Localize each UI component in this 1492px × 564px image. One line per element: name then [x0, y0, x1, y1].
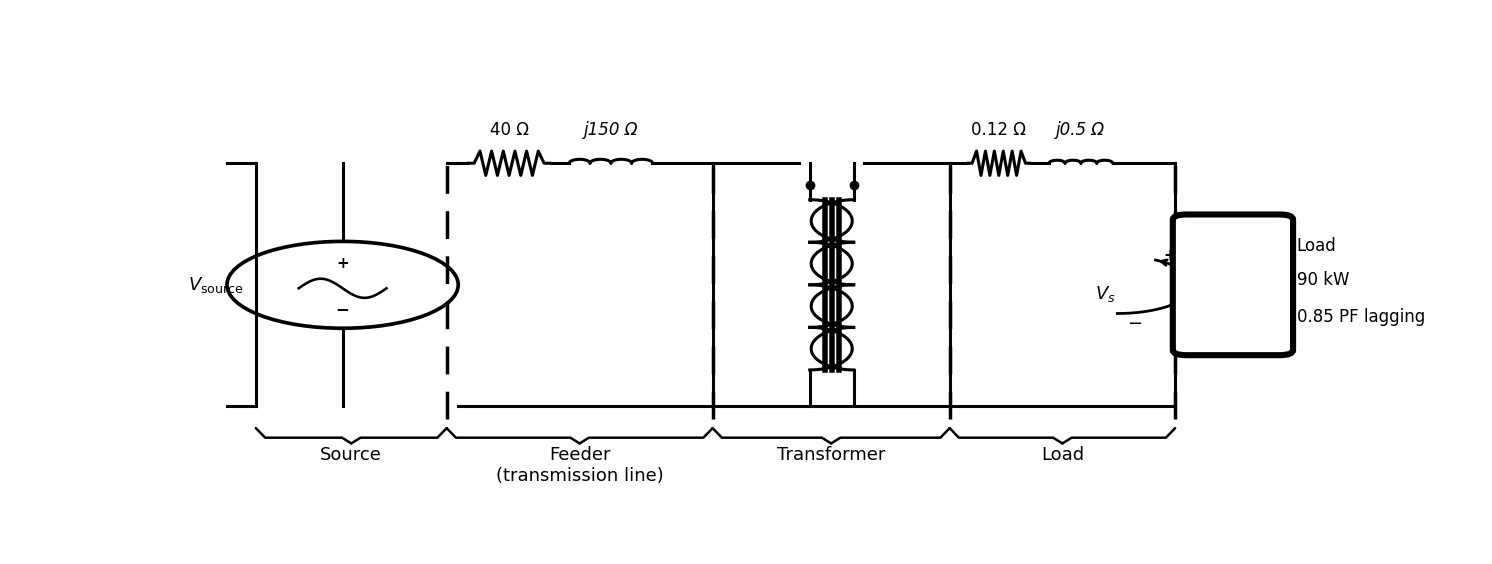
- Text: j0.5 Ω: j0.5 Ω: [1056, 121, 1106, 139]
- Text: 0.12 Ω: 0.12 Ω: [971, 121, 1026, 139]
- FancyBboxPatch shape: [1173, 214, 1294, 355]
- Text: j150 Ω: j150 Ω: [583, 121, 639, 139]
- Text: Feeder
(transmission line): Feeder (transmission line): [495, 446, 664, 485]
- Text: Transformer: Transformer: [777, 446, 885, 464]
- Text: 40 Ω: 40 Ω: [489, 121, 528, 139]
- Text: +: +: [336, 255, 349, 271]
- Text: −: −: [336, 299, 349, 318]
- Text: $V_{\mathsf{source}}$: $V_{\mathsf{source}}$: [188, 275, 245, 295]
- Text: $V_s$: $V_s$: [1095, 284, 1116, 303]
- Text: Load: Load: [1041, 446, 1085, 464]
- Text: −: −: [1126, 315, 1143, 333]
- Text: Source: Source: [321, 446, 382, 464]
- Text: 90 kW: 90 kW: [1297, 271, 1349, 289]
- Text: 0.85 PF lagging: 0.85 PF lagging: [1297, 309, 1425, 327]
- Text: Load: Load: [1297, 237, 1337, 255]
- Text: +: +: [1162, 248, 1176, 263]
